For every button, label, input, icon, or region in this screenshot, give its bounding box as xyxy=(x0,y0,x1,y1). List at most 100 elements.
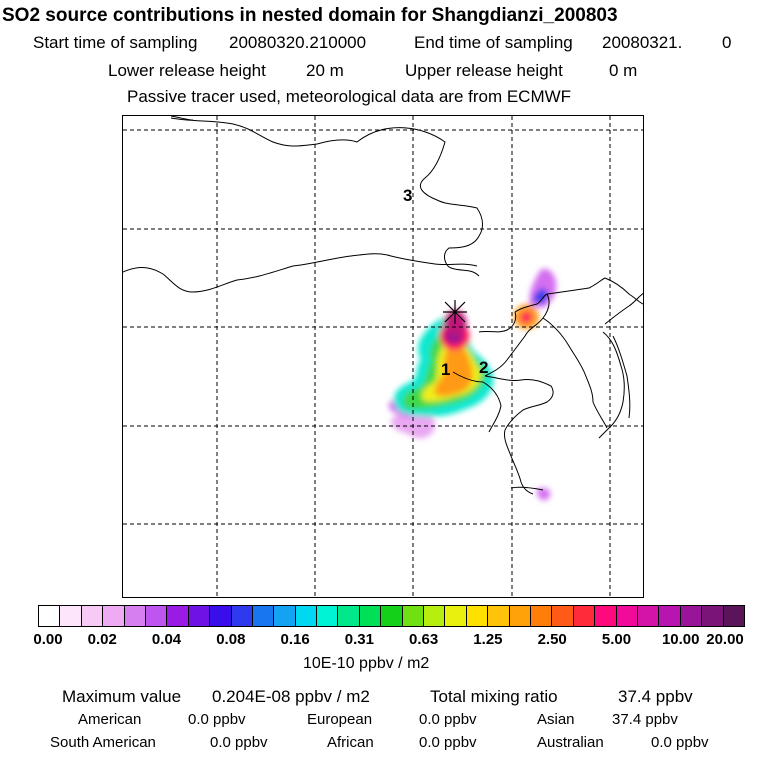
colorbar-swatch xyxy=(637,606,660,626)
east-blob-inner xyxy=(533,288,548,304)
region-european-label: European xyxy=(307,711,373,728)
colorbar-tick-label: 0.16 xyxy=(280,631,310,648)
colorbar-swatch xyxy=(338,606,360,626)
coast-northeast-upper xyxy=(604,292,643,325)
colorbar-swatch xyxy=(274,606,296,626)
colorbar-tick-label: 20.00 xyxy=(706,631,744,648)
coast-east-china xyxy=(504,429,534,495)
region-asian-label: Asian xyxy=(537,711,575,728)
region-american-label: American xyxy=(78,711,142,728)
colorbar-tick-label: 0.08 xyxy=(216,631,246,648)
colorbar-tick-label: 2.50 xyxy=(537,631,567,648)
colorbar-swatch xyxy=(167,606,189,626)
colorbar-swatch xyxy=(573,606,596,626)
total-mixing-label: Total mixing ratio xyxy=(430,687,558,706)
coast-korea-north xyxy=(514,293,548,313)
end-time-label: End time of sampling xyxy=(414,33,573,52)
colorbar-swatch xyxy=(188,606,211,626)
region-australian-label: Australian xyxy=(537,734,604,751)
region-south-american-label: South American xyxy=(50,734,156,751)
region-european-value: 0.0 ppbv xyxy=(419,711,477,728)
colorbar-tick-label: 0.04 xyxy=(151,631,182,648)
colorbar-swatch xyxy=(317,606,339,626)
coast-korea-west xyxy=(542,317,608,429)
plot-title: SO2 source contributions in nested domai… xyxy=(2,5,618,26)
colorbar-units: 10E-10 ppbv / m2 xyxy=(303,655,430,672)
max-value-label: Maximum value xyxy=(62,687,182,706)
tracer-note: Passive tracer used, meteorological data… xyxy=(127,87,572,106)
total-mixing-value: 37.4 ppbv xyxy=(618,687,693,706)
colorbar-swatch xyxy=(60,606,82,626)
colorbar-swatch xyxy=(552,606,574,626)
colorbar-swatch xyxy=(210,606,232,626)
colorbar-swatch xyxy=(723,606,744,626)
coast-manchuria xyxy=(546,277,606,295)
graticule xyxy=(123,116,643,597)
plume-orange-core xyxy=(434,341,473,397)
map-canvas xyxy=(123,116,643,597)
colorbar-swatch xyxy=(702,606,724,626)
concentration-plume xyxy=(389,268,557,501)
map-label-3: 3 xyxy=(403,186,413,205)
colorbar-swatch xyxy=(509,606,531,626)
coast-liaodong xyxy=(484,293,550,377)
max-value: 0.204E-08 ppbv / m2 xyxy=(212,687,370,706)
region-african-label: African xyxy=(327,734,374,751)
coastlines xyxy=(123,116,643,495)
coast-northeast xyxy=(604,277,643,305)
colorbar-swatch xyxy=(445,606,467,626)
colorbar-swatch xyxy=(81,606,104,626)
upper-height-label: Upper release height xyxy=(405,61,563,80)
region-african-value: 0.0 ppbv xyxy=(419,734,477,751)
colorbar-tick-label: 1.25 xyxy=(473,631,503,648)
start-time-value: 20080320.210000 xyxy=(229,33,367,52)
lower-height-label: Lower release height xyxy=(108,61,266,80)
map-panel: 3 1 2 xyxy=(122,115,644,598)
colorbar-swatch xyxy=(231,606,253,626)
colorbar-swatch xyxy=(466,606,489,626)
secondary-hotspot-core xyxy=(520,311,532,324)
region-asian-value: 37.4 ppbv xyxy=(612,711,678,728)
colorbar-swatch xyxy=(381,606,403,626)
island-south xyxy=(510,486,544,491)
lower-height-value: 20 m xyxy=(306,61,344,80)
border-west xyxy=(123,253,478,293)
border-far-north xyxy=(170,116,194,121)
map-label-1: 1 xyxy=(441,360,451,379)
colorbar-tick-label: 0.63 xyxy=(409,631,439,648)
colorbar-swatch xyxy=(680,606,703,626)
coast-shandong xyxy=(484,375,554,431)
southern-speck xyxy=(536,487,551,501)
region-american-value: 0.0 ppbv xyxy=(188,711,246,728)
map-label-2: 2 xyxy=(479,358,489,377)
colorbar-tick-label: 0.00 xyxy=(33,631,63,648)
region-south-american-value: 0.0 ppbv xyxy=(210,734,268,751)
colorbar-swatch xyxy=(530,606,553,626)
colorbar-swatch xyxy=(39,606,61,626)
land-border-south xyxy=(452,371,502,433)
colorbar-swatch xyxy=(616,606,638,626)
colorbar-swatch xyxy=(252,606,275,626)
colorbar-swatch xyxy=(124,606,146,626)
border-north xyxy=(170,117,483,277)
colorbar-swatch xyxy=(145,606,168,626)
colorbar-swatch xyxy=(359,606,382,626)
colorbar-tick-label: 0.31 xyxy=(344,631,374,648)
receptor-star-icon xyxy=(443,300,467,324)
colorbar-swatch xyxy=(595,606,617,626)
colorbar-swatch xyxy=(295,606,318,626)
upper-height-value: 0 m xyxy=(609,61,638,80)
colorbar-swatch xyxy=(424,606,446,626)
colorbar-tick-label: 10.00 xyxy=(661,631,700,648)
coast-korea-peninsula xyxy=(598,331,625,439)
colorbar-swatch xyxy=(659,606,681,626)
colorbar-tick-label: 5.00 xyxy=(601,631,632,648)
coast-bohai xyxy=(478,311,517,333)
start-time-label: Start time of sampling xyxy=(33,33,198,52)
colorbar-swatch xyxy=(402,606,425,626)
colorbar-swatch xyxy=(488,606,510,626)
coast-korea-east xyxy=(612,335,631,419)
colorbar-tick-label: 0.02 xyxy=(87,631,117,648)
region-australian-value: 0.0 ppbv xyxy=(651,734,709,751)
end-time-suffix: 0 xyxy=(722,33,732,52)
